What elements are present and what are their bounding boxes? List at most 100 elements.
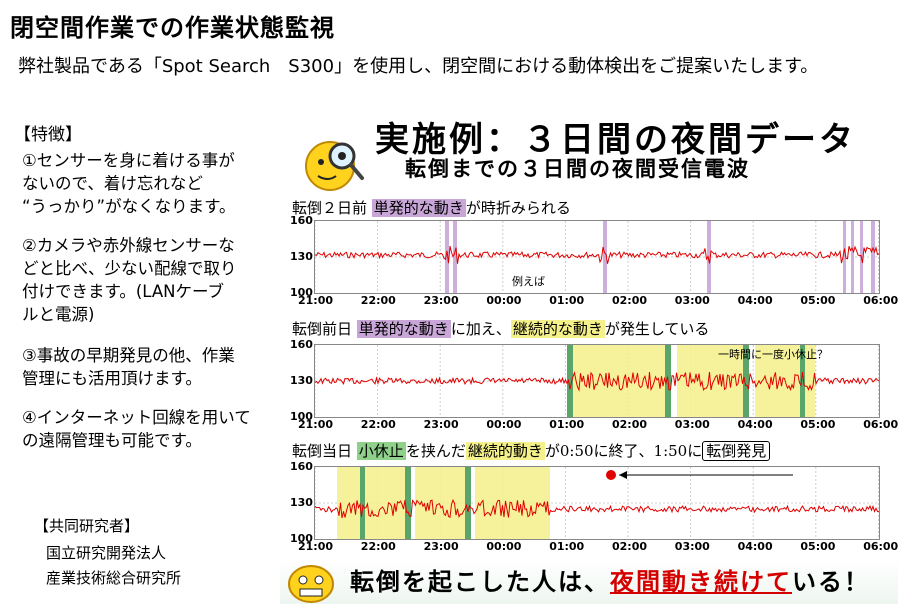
day1-desc: が時折みられる (465, 199, 571, 217)
single-movement-band (453, 221, 457, 293)
plot-day1 (314, 220, 880, 294)
continuous-movement-band (475, 467, 550, 539)
feature-line: 管理にも活用頂けます。 (22, 369, 202, 388)
ytick-130: 130 (290, 374, 313, 387)
single-movement-highlight: 単発的な動き (371, 199, 466, 217)
day2-note: 一時間に一度小休止？ (718, 348, 828, 361)
day2-header: 転倒前日 単発的な動き に加え、 継続的な動き が発生している (292, 318, 709, 339)
ytick-100: 100 (290, 410, 313, 423)
rest-highlight: 小休止 (356, 442, 406, 460)
xtick-label: 23:00 (423, 294, 459, 307)
feature-line: ②カメラや赤外線センサーな (22, 236, 235, 255)
conclusion-post: いる！ (792, 567, 870, 596)
single-movement-band (871, 221, 875, 293)
xtick-label: 23:00 (423, 540, 459, 553)
rest-band (360, 467, 365, 539)
xtick-label: 05:00 (800, 418, 836, 431)
rest-band (743, 345, 749, 417)
single-movement-band (445, 221, 449, 293)
magnifier-face-icon (305, 141, 364, 191)
ytick-130: 130 (290, 496, 313, 509)
xtick-label: 03:00 (674, 294, 710, 307)
xtick-label: 03:00 (674, 540, 710, 553)
xtick-label: 06:00 (863, 294, 899, 307)
day2-desc: が発生している (604, 320, 710, 338)
continuous-movement-highlight: 継続的な動き (510, 320, 605, 338)
plot-day3 (314, 466, 880, 540)
single-movement-band (603, 221, 607, 293)
rest-band (567, 345, 573, 417)
xtick-label: 05:00 (800, 540, 836, 553)
ytick-100: 100 (290, 286, 313, 299)
rest-band (405, 467, 411, 539)
rest-band (800, 345, 805, 417)
conclusion-banner (280, 560, 898, 604)
rest-band (465, 467, 471, 539)
features-heading: 【特徴】 (14, 125, 82, 145)
xtick-label: 23:00 (423, 418, 459, 431)
continuous-movement-band (415, 467, 465, 539)
xtick-label: 00:00 (486, 294, 522, 307)
page-title: 閉空間作業での作業状態監視 (10, 14, 335, 42)
xtick-label: 22:00 (360, 294, 396, 307)
xtick-label: 22:00 (360, 540, 396, 553)
conclusion-pre: 転倒を起こした人は、 (350, 567, 610, 596)
ytick-100: 100 (290, 532, 313, 545)
collaborators-heading: 【共同研究者】 (34, 517, 140, 535)
example-subtitle: 転倒までの３日間の夜間受信電波 (405, 156, 750, 181)
day3-mid: を挟んだ (405, 442, 466, 460)
single-movement-band (851, 221, 854, 293)
feature-line: ないので、着け忘れなど (22, 174, 203, 193)
day3-header: 転倒当日 小休止 を挟んだ 継続的動き が0:50に終了、1:50に 転倒発見 (292, 440, 771, 461)
xtick-label: 04:00 (737, 294, 773, 307)
continuous-movement-band (677, 345, 745, 417)
day2-label: 転倒前日 (292, 320, 353, 338)
day3-desc: が0:50に終了、1:50に (544, 442, 703, 460)
signal-trace (315, 498, 879, 519)
day3-label: 転倒当日 (292, 442, 353, 460)
feature-4: ④インターネット回線を用いて の遠隔管理も可能です。 (22, 406, 251, 452)
xtick-label: 02:00 (612, 540, 648, 553)
collaborator-line: 産業技術総合研究所 (46, 569, 182, 587)
ytick-160: 160 (290, 214, 313, 227)
feature-line: どと比べ、少ない配線で取り (22, 259, 237, 278)
ytick-130: 130 (290, 250, 313, 263)
single-movement-band (843, 221, 846, 293)
xtick-label: 21:00 (298, 418, 334, 431)
page-subtitle: 弊社製品である「Spot Search S300」を使用し、閉空間における動体検… (18, 56, 819, 77)
continuous-movement-highlight: 継続的動き (465, 442, 545, 460)
plot-day2 (314, 344, 880, 418)
single-movement-band (707, 221, 711, 293)
fall-arrow-head (619, 471, 627, 479)
xtick-label: 03:00 (674, 418, 710, 431)
xtick-label: 06:00 (863, 540, 899, 553)
feature-3: ③事故の早期発見の他、作業 管理にも活用頂けます。 (22, 344, 235, 390)
xtick-label: 01:00 (549, 294, 585, 307)
signal-trace (315, 371, 879, 392)
conclusion-text: 転倒を起こした人は、夜間動き続けている！ (350, 562, 870, 597)
xtick-label: 05:00 (800, 294, 836, 307)
feature-line: の遠隔管理も可能です。 (22, 431, 202, 450)
ytick-160: 160 (290, 338, 313, 351)
day1-note: 例えば (512, 275, 545, 288)
xtick-label: 00:00 (486, 540, 522, 553)
feature-line: ルと電源) (22, 305, 95, 324)
feature-2: ②カメラや赤外線センサーな どと比べ、少ない配線で取り 付けできます。(LANケ… (22, 234, 237, 326)
ytick-160: 160 (290, 460, 313, 473)
feature-line: “うっかり”がなくなります。 (22, 197, 236, 216)
xtick-label: 06:00 (863, 418, 899, 431)
feature-line: 付けできます。(LANケーブ (22, 282, 224, 301)
signal-trace (315, 245, 879, 264)
feature-line: ③事故の早期発見の他、作業 (22, 346, 235, 365)
xtick-label: 21:00 (298, 294, 334, 307)
xtick-label: 00:00 (486, 418, 522, 431)
conclusion-emphasis: 夜間動き続けて (610, 567, 792, 596)
day2-mid: に加え、 (450, 320, 511, 338)
day1-header: 転倒２日前 単発的な動き が時折みられる (292, 197, 571, 218)
xtick-label: 21:00 (298, 540, 334, 553)
feature-line: ④インターネット回線を用いて (22, 408, 251, 427)
xtick-label: 04:00 (737, 540, 773, 553)
xtick-label: 04:00 (737, 418, 773, 431)
worried-face-icon (288, 565, 334, 603)
xtick-label: 22:00 (360, 418, 396, 431)
